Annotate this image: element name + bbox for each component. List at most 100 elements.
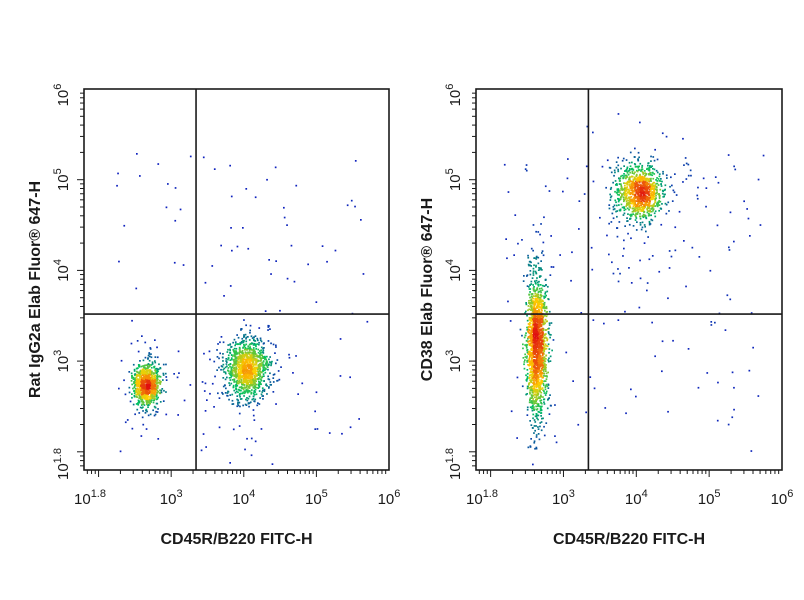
event-point (632, 213, 634, 215)
event-point (265, 358, 267, 361)
event-point (654, 198, 657, 201)
event-point (237, 363, 240, 365)
event-point (635, 217, 638, 219)
event-point (155, 367, 157, 370)
event-point (366, 320, 369, 323)
event-point (532, 334, 534, 337)
event-point (229, 394, 232, 396)
event-point (640, 192, 643, 194)
event-point (643, 224, 646, 226)
event-point (535, 298, 537, 301)
event-point (283, 206, 285, 209)
event-point (634, 203, 637, 206)
event-point (360, 219, 362, 221)
event-point (533, 353, 535, 355)
event-point (241, 367, 243, 370)
event-point (526, 375, 529, 378)
event-point (136, 340, 139, 342)
event-point (155, 396, 158, 398)
event-point (524, 353, 526, 356)
event-point (147, 365, 149, 368)
event-point (533, 308, 536, 311)
event-point (649, 185, 651, 188)
event-point (532, 306, 535, 308)
event-point (534, 400, 536, 403)
event-point (540, 396, 542, 398)
event-point (220, 368, 222, 371)
event-point (250, 392, 253, 395)
event-point (260, 363, 262, 366)
event-point (146, 370, 149, 373)
event-point (243, 364, 246, 367)
event-point (240, 379, 243, 381)
event-point (232, 358, 235, 361)
event-point (140, 376, 143, 379)
event-point (146, 404, 149, 406)
event-point (209, 358, 211, 361)
event-point (527, 353, 530, 356)
event-point (529, 354, 531, 357)
event-point (156, 386, 159, 388)
event-point (537, 331, 540, 333)
event-point (279, 309, 281, 312)
event-point (247, 352, 250, 355)
event-point (143, 392, 145, 395)
event-point (138, 396, 141, 399)
event-point (148, 387, 150, 390)
y-tick-base: 10 (55, 463, 72, 480)
event-point (142, 406, 144, 409)
event-point (521, 334, 523, 337)
event-point (648, 173, 651, 175)
event-point (176, 376, 179, 379)
event-point (623, 212, 626, 215)
event-point (626, 167, 628, 170)
event-point (654, 148, 656, 151)
event-point (247, 366, 250, 369)
event-point (639, 222, 642, 224)
event-point (143, 377, 146, 380)
event-point (275, 344, 277, 347)
event-point (216, 356, 219, 358)
event-point (259, 339, 262, 341)
event-point (649, 179, 652, 182)
event-point (528, 359, 531, 361)
event-point (139, 382, 141, 385)
event-point (537, 341, 539, 344)
y-tick-exp: 6 (52, 84, 64, 90)
event-point (540, 355, 542, 357)
event-point (258, 370, 261, 372)
event-point (530, 332, 533, 335)
event-point (540, 306, 543, 308)
event-point (648, 222, 651, 224)
event-point (536, 408, 539, 410)
event-point (533, 317, 536, 320)
event-point (147, 380, 150, 383)
event-point (238, 425, 241, 427)
event-point (242, 354, 244, 357)
event-point (235, 347, 238, 350)
event-point (534, 377, 537, 380)
event-point (123, 224, 126, 227)
event-point (532, 284, 534, 286)
event-point (539, 303, 541, 306)
event-point (534, 331, 537, 334)
event-point (635, 182, 638, 185)
event-point (231, 403, 234, 405)
event-point (642, 178, 644, 181)
event-point (269, 372, 271, 375)
event-point (536, 277, 538, 279)
event-point (539, 290, 542, 292)
event-point (315, 301, 318, 303)
event-point (671, 200, 674, 202)
event-point (231, 372, 234, 374)
event-point (534, 321, 537, 324)
event-point (245, 340, 248, 343)
event-point (249, 366, 251, 368)
event-point (224, 372, 227, 375)
event-point (149, 347, 152, 349)
event-point (140, 389, 142, 391)
event-point (628, 267, 630, 269)
event-point (540, 343, 542, 345)
event-point (155, 393, 158, 395)
event-point (544, 375, 547, 377)
